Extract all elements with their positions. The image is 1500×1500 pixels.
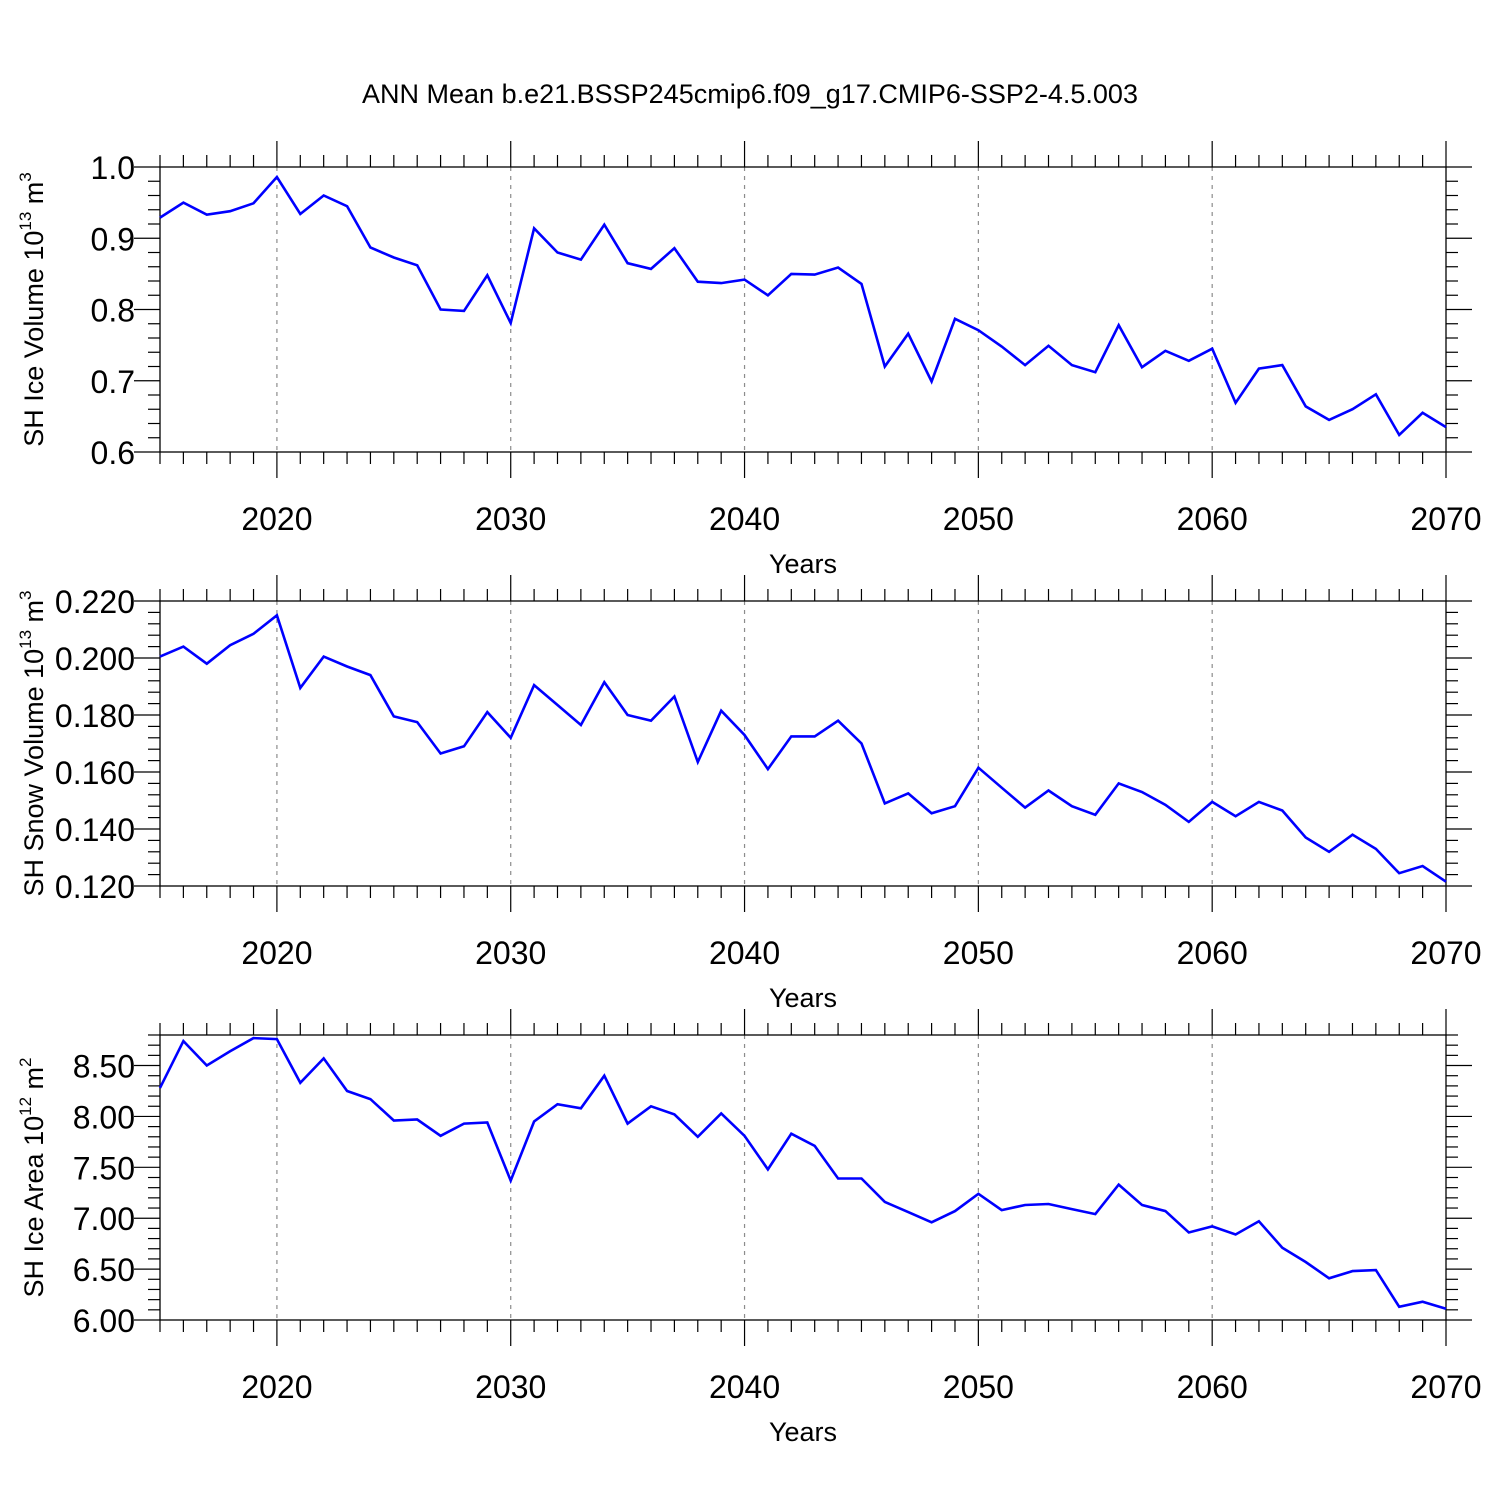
panel-2: 2020 2030 2040 2050 2060 2070 0.120 0.140 0.160 0… bbox=[16, 575, 1482, 1013]
y-tick-label: 0.9 bbox=[91, 221, 135, 257]
y-tick-label: 7.00 bbox=[73, 1201, 135, 1237]
panel-1: 2020 2030 2040 2050 2060 2070 0.6 0.7 0.8 0.9 1.0 Y… bbox=[16, 141, 1482, 579]
x-tick-label: 2070 bbox=[1410, 501, 1481, 537]
y-tick-label: 0.200 bbox=[55, 641, 135, 677]
series-line bbox=[159, 174, 1447, 437]
x-tick-label: 2030 bbox=[475, 1369, 546, 1405]
series-line bbox=[159, 613, 1447, 883]
x-tick-label: 2070 bbox=[1410, 1369, 1481, 1405]
x-axis-title: Years bbox=[769, 983, 837, 1013]
y-tick-label: 0.6 bbox=[91, 435, 135, 471]
x-tick-label: 2040 bbox=[709, 1369, 780, 1405]
series-line bbox=[158, 1036, 1447, 1311]
y-tick-label: 8.00 bbox=[73, 1099, 135, 1135]
x-tick-label: 2060 bbox=[1177, 501, 1248, 537]
x-tick-label: 2060 bbox=[1177, 1369, 1248, 1405]
x-tick-label: 2030 bbox=[475, 501, 546, 537]
y-tick-label: 0.180 bbox=[55, 698, 135, 734]
y-tick-label: 0.120 bbox=[55, 869, 135, 905]
x-axis-title: Years bbox=[769, 549, 837, 579]
y-tick-label: 0.140 bbox=[55, 812, 135, 848]
y-tick-label: 8.50 bbox=[73, 1049, 135, 1085]
x-tick-label: 2050 bbox=[943, 935, 1014, 971]
y-tick-label: 7.50 bbox=[73, 1150, 135, 1186]
x-tick-label: 2040 bbox=[709, 935, 780, 971]
y-tick-label: 6.50 bbox=[73, 1252, 135, 1288]
y-tick-label: 6.00 bbox=[73, 1303, 135, 1339]
y-tick-label: 0.160 bbox=[55, 755, 135, 791]
x-tick-label: 2020 bbox=[241, 1369, 312, 1405]
y-axis-title: SH Snow Volume 1013 m3 bbox=[16, 590, 49, 896]
chart-title: ANN Mean b.e21.BSSP245cmip6.f09_g17.CMIP… bbox=[362, 79, 1138, 109]
y-axis-title: SH Ice Area 1012 m2 bbox=[16, 1058, 49, 1298]
x-tick-label: 2050 bbox=[943, 501, 1014, 537]
y-tick-label: 1.0 bbox=[91, 150, 135, 186]
y-tick-label: 0.220 bbox=[55, 584, 135, 620]
y-tick-label: 0.8 bbox=[91, 293, 135, 329]
plot-frame bbox=[159, 600, 1447, 887]
x-tick-label: 2060 bbox=[1177, 935, 1248, 971]
x-tick-label: 2070 bbox=[1410, 935, 1481, 971]
x-tick-label: 2020 bbox=[241, 501, 312, 537]
y-tick-label: 0.7 bbox=[91, 364, 135, 400]
plot-frame bbox=[159, 1034, 1447, 1321]
panel-3: 2020 2030 2040 2050 2060 2070 6.00 6.50 7.00 7.50… bbox=[16, 1009, 1482, 1447]
x-tick-label: 2050 bbox=[943, 1369, 1014, 1405]
plot-frame bbox=[159, 166, 1447, 453]
x-tick-label: 2020 bbox=[241, 935, 312, 971]
y-axis-title: SH Ice Volume 1013 m3 bbox=[16, 172, 49, 447]
x-tick-label: 2040 bbox=[709, 501, 780, 537]
x-tick-label: 2030 bbox=[475, 935, 546, 971]
x-axis-title: Years bbox=[769, 1417, 837, 1447]
